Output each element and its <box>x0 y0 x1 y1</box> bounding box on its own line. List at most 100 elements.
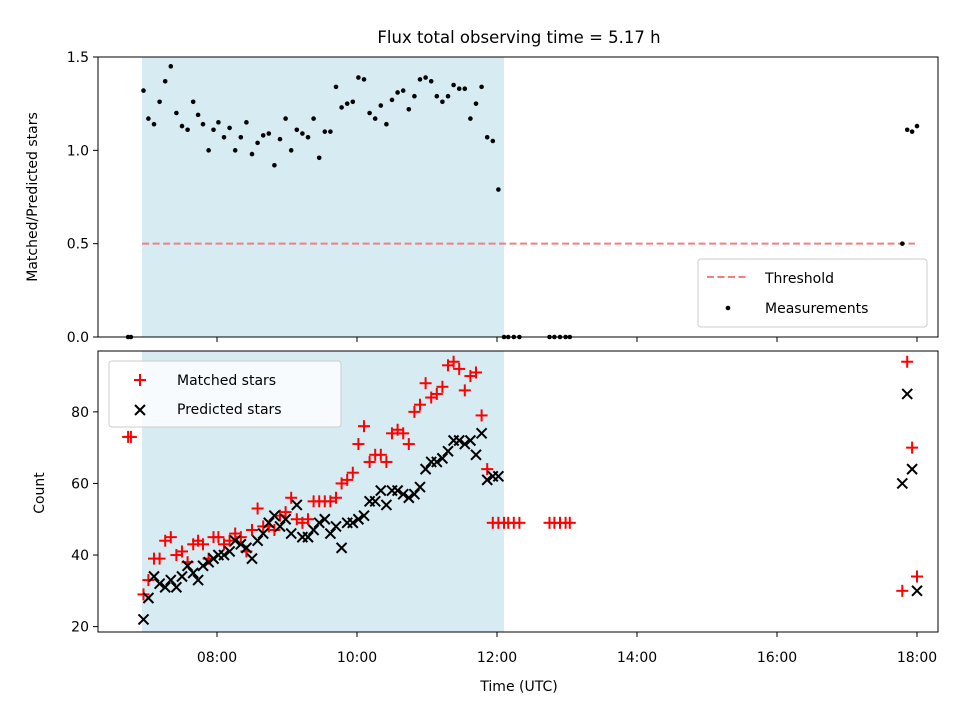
top-x-axis-ticks <box>216 337 918 342</box>
measurement-point <box>300 131 305 136</box>
predicted-star-point <box>197 560 209 572</box>
predicted-star-point <box>229 535 241 547</box>
measurement-point <box>168 64 174 69</box>
predicted-star-point <box>408 488 421 500</box>
matched-star-point <box>302 513 314 526</box>
matched-star-point <box>124 430 137 443</box>
measurement-point <box>423 75 428 80</box>
measurement-point <box>356 75 361 80</box>
measurement-point <box>260 133 266 138</box>
predicted-star-point <box>419 463 432 475</box>
bottom-legend: Matched stars Predicted stars <box>108 360 342 428</box>
measurement-point <box>462 86 468 92</box>
predicted-star-point <box>181 560 194 572</box>
measurement-point <box>179 123 185 129</box>
measurement-point <box>434 93 440 99</box>
predicted-star-point <box>375 484 387 497</box>
predicted-star-point <box>192 574 204 586</box>
matched-star-point <box>251 502 264 515</box>
predicted-star-point <box>459 438 471 450</box>
measurement-point <box>255 140 260 146</box>
predicted-star-point <box>475 427 488 440</box>
predicted-star-point <box>307 524 320 536</box>
predicted-star-point <box>313 517 325 529</box>
measurement-point <box>445 93 451 99</box>
measurement-point <box>244 120 249 125</box>
predicted-star-point <box>218 549 230 561</box>
measurement-point <box>146 116 151 121</box>
legend-predicted-label: Predicted stars <box>177 402 282 418</box>
matched-stars-points <box>122 355 923 601</box>
measurement-point <box>221 134 227 140</box>
top-legend-box <box>697 258 928 328</box>
top-plot-frame <box>97 56 939 338</box>
measurement-point <box>339 105 344 110</box>
matched-star-point <box>142 574 155 587</box>
bottom-y-axis-label: Count <box>32 472 48 514</box>
measurement-point <box>141 88 146 93</box>
measurement-point <box>333 84 339 90</box>
predicted-star-point <box>240 542 253 554</box>
measurement-point <box>185 127 190 133</box>
bottom-x-tick-label: 08:00 <box>197 650 237 666</box>
bottom-y-tick-label: 80 <box>71 405 89 421</box>
predicted-star-point <box>285 527 297 540</box>
legend-matched-swatch <box>134 374 146 386</box>
matched-star-point <box>911 570 923 583</box>
predicted-star-point <box>453 434 465 447</box>
predicted-star-point <box>397 488 409 500</box>
measurement-point <box>440 99 445 105</box>
predicted-star-point <box>153 577 166 590</box>
measurement-point <box>367 110 372 116</box>
measurement-point <box>195 112 201 118</box>
predicted-star-point <box>347 517 359 529</box>
top-y-axis-label: Matched/Predicted stars <box>25 112 41 282</box>
matched-star-point <box>901 355 914 368</box>
predicted-star-point <box>319 513 331 525</box>
predicted-star-point <box>911 585 923 597</box>
predicted-star-point <box>492 470 505 482</box>
measurement-point <box>400 88 406 93</box>
predicted-star-point <box>470 449 482 461</box>
matched-star-point <box>470 366 482 379</box>
measurement-point <box>389 97 395 103</box>
legend-measurements-label: Measurements <box>765 301 868 317</box>
measurement-point <box>216 120 221 125</box>
measurement-point <box>900 241 905 246</box>
matched-star-point <box>408 405 421 418</box>
measurement-point <box>266 131 272 136</box>
matched-star-point <box>341 473 354 486</box>
bottom-x-tick-label: 14:00 <box>617 650 657 666</box>
top-observing-span <box>142 57 504 337</box>
matched-star-point <box>197 538 209 551</box>
measurement-point <box>496 187 501 192</box>
matched-star-point <box>153 552 166 565</box>
predicted-star-point <box>251 535 264 547</box>
measurement-point <box>412 93 417 99</box>
bottom-x-tick-label: 12:00 <box>477 650 517 666</box>
measurement-point <box>417 77 423 82</box>
predicted-star-point <box>291 499 303 511</box>
predicted-star-point <box>906 463 918 475</box>
measurement-point <box>288 148 294 153</box>
predicted-star-point <box>142 592 155 604</box>
matched-star-point <box>458 384 471 397</box>
measurement-point <box>305 134 311 140</box>
measurement-point <box>249 151 255 157</box>
bottom-y-tick-label: 40 <box>71 548 89 564</box>
measurement-point <box>232 148 238 153</box>
measurement-point <box>206 148 211 153</box>
matched-star-point <box>246 523 258 536</box>
matched-star-point <box>234 531 247 544</box>
predicted-star-point <box>302 531 314 543</box>
matched-star-point <box>430 387 443 400</box>
measurement-point <box>384 121 389 127</box>
measurement-point <box>211 127 216 133</box>
matched-star-point <box>176 545 188 558</box>
predicted-star-point <box>137 613 150 626</box>
predicted-star-point <box>464 434 477 447</box>
top-y-axis-ticks: 0.0 0.5 1.0 1.5 <box>67 50 98 346</box>
matched-star-point <box>402 438 415 451</box>
matched-star-point <box>453 362 466 375</box>
predicted-star-point <box>279 513 292 525</box>
